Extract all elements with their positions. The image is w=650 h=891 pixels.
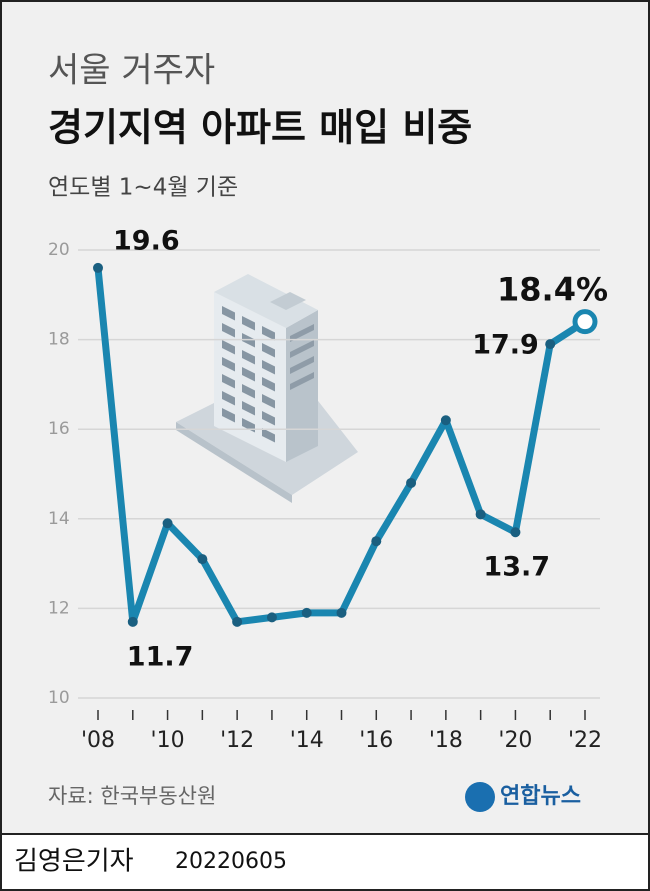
window <box>262 326 275 341</box>
point <box>545 339 556 350</box>
window <box>242 316 255 331</box>
point <box>475 509 486 520</box>
value-label: 19.6 <box>113 225 180 256</box>
value-label: 17.9 <box>472 330 539 361</box>
window <box>222 374 235 389</box>
window <box>242 384 255 399</box>
x-tick-label: '14 <box>290 728 324 753</box>
logo: 연합뉴스 <box>500 783 581 809</box>
point <box>336 607 347 618</box>
chart-title: 경기지역 아파트 매입 비중 <box>48 106 472 150</box>
point <box>440 415 451 426</box>
x-tick-label: '10 <box>151 728 185 753</box>
window <box>222 391 235 406</box>
x-tick-label: '22 <box>568 728 602 753</box>
window <box>262 377 275 392</box>
side-window <box>290 372 314 390</box>
base-side <box>176 422 292 503</box>
window <box>222 357 235 372</box>
point <box>510 527 521 538</box>
building-roof <box>214 274 318 328</box>
y-tick-label: 12 <box>48 598 70 618</box>
subtitle: 연도별 1~4월 기준 <box>48 175 238 201</box>
point <box>301 607 312 618</box>
y-tick-label: 10 <box>48 688 70 708</box>
x-tick-label: '18 <box>429 728 463 753</box>
point <box>197 554 208 565</box>
value-label: 18.4% <box>497 271 608 309</box>
side-window <box>290 340 314 358</box>
y-tick-label: 14 <box>48 509 70 529</box>
window <box>242 401 255 416</box>
y-tick-label: 18 <box>48 330 70 350</box>
point <box>406 477 417 488</box>
value-label: 13.7 <box>483 552 550 583</box>
point <box>266 612 277 623</box>
roof-box <box>270 292 306 310</box>
value-label: 11.7 <box>127 641 194 672</box>
point <box>127 616 138 627</box>
window <box>222 323 235 338</box>
end-point <box>572 309 598 335</box>
y-tick-label: 16 <box>48 419 70 439</box>
window <box>262 394 275 409</box>
y-tick-label: 20 <box>48 240 70 260</box>
source: 자료: 한국부동산원 <box>48 784 216 808</box>
window <box>262 411 275 426</box>
window <box>222 340 235 355</box>
point <box>371 536 382 547</box>
window <box>262 360 275 375</box>
x-tick-label: '08 <box>81 728 115 753</box>
logo-icon <box>465 782 495 812</box>
side-window <box>290 356 314 374</box>
point <box>93 262 103 273</box>
window <box>262 428 275 443</box>
date: 20220605 <box>175 849 287 874</box>
window <box>262 343 275 358</box>
side-window <box>290 324 314 342</box>
window <box>222 306 235 321</box>
title-top: 서울 거주자 <box>48 51 215 91</box>
building-illustration <box>176 274 358 503</box>
window <box>222 408 235 423</box>
point <box>232 616 243 627</box>
point <box>162 518 173 529</box>
footer-bg <box>2 834 648 889</box>
x-tick-label: '12 <box>220 728 254 753</box>
x-tick-label: '20 <box>498 728 532 753</box>
window <box>242 367 255 382</box>
author: 김영은기자 <box>14 847 134 877</box>
x-tick-label: '16 <box>359 728 393 753</box>
window <box>242 350 255 365</box>
